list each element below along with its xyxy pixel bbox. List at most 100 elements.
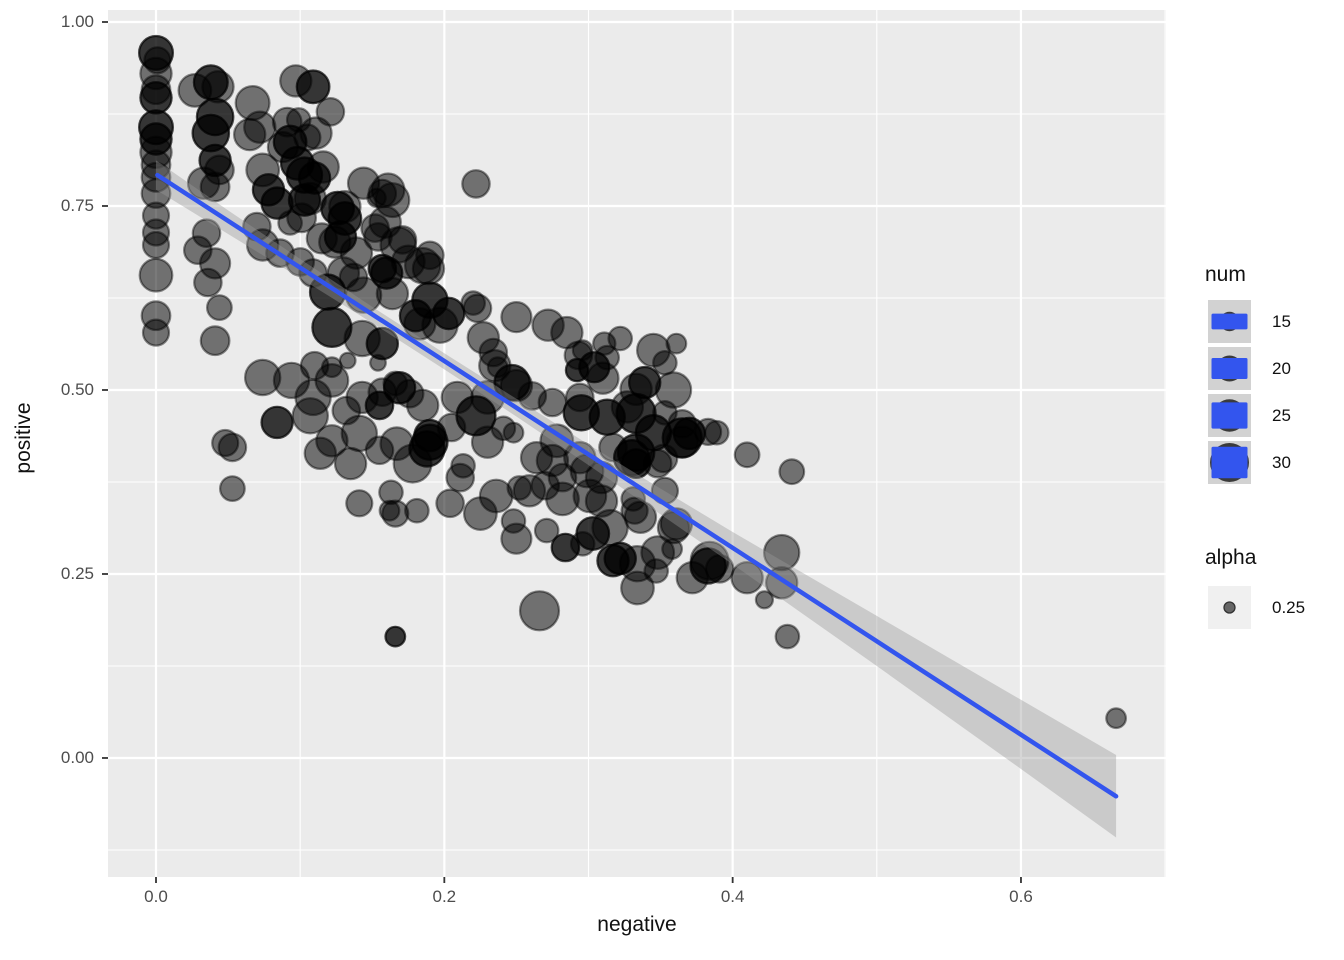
- data-point: [398, 299, 433, 333]
- data-point: [607, 325, 633, 352]
- num-key-glyph-20: [1208, 347, 1251, 390]
- data-point: [774, 623, 801, 650]
- data-point: [381, 499, 410, 528]
- legend-num-key-25: [1208, 394, 1251, 437]
- num-key-glyph-15: [1208, 300, 1251, 343]
- data-point: [369, 353, 387, 372]
- data-point: [463, 496, 498, 531]
- data-point: [733, 441, 761, 469]
- data-point: [613, 439, 651, 477]
- legend-alpha-key: [1208, 586, 1251, 629]
- data-point: [672, 416, 707, 451]
- x-tick-label: 0.2: [432, 887, 457, 906]
- data-point: [665, 332, 688, 355]
- data-point: [384, 625, 407, 648]
- data-point: [375, 276, 410, 311]
- y-tick-label: 0.00: [60, 747, 94, 767]
- data-point: [218, 475, 246, 503]
- data-point: [394, 378, 425, 409]
- data-point: [571, 339, 594, 362]
- x-tick-label: 0.4: [720, 887, 745, 906]
- data-point: [305, 222, 338, 255]
- data-point: [139, 81, 173, 115]
- legend-num-key-15: [1208, 300, 1251, 343]
- data-point: [512, 474, 547, 508]
- num-key-glyph-25: [1208, 394, 1251, 437]
- data-point: [1105, 707, 1127, 730]
- data-point: [450, 452, 476, 479]
- data-point: [537, 387, 568, 418]
- data-point: [754, 590, 775, 610]
- legend-num-key-20: [1208, 347, 1251, 390]
- num-key-glyph-30: [1208, 441, 1251, 484]
- y-axis-title: positive: [12, 402, 35, 474]
- data-point: [689, 547, 727, 585]
- data-point: [141, 318, 171, 347]
- data-point: [478, 349, 512, 383]
- data-point: [730, 561, 764, 595]
- data-point: [575, 516, 611, 551]
- legend-num-key-30: [1208, 441, 1251, 484]
- data-point: [661, 538, 683, 560]
- legend-num-title: num: [1205, 263, 1246, 286]
- data-point: [550, 532, 581, 563]
- y-tick-label: 0.50: [60, 379, 94, 399]
- data-point: [272, 361, 311, 400]
- legend-alpha-label: 0.25: [1272, 598, 1306, 617]
- data-point: [291, 397, 329, 435]
- x-tick-label: 0.6: [1009, 887, 1033, 906]
- scatter-points: [138, 34, 1127, 730]
- data-point: [500, 522, 533, 555]
- data-point: [138, 257, 174, 293]
- data-point: [232, 117, 267, 152]
- legend-num-label-30: 30: [1272, 453, 1291, 472]
- data-point: [408, 430, 446, 468]
- data-point: [564, 382, 595, 413]
- data-point: [623, 500, 658, 534]
- data-point: [518, 590, 561, 632]
- data-point: [643, 558, 669, 584]
- data-point: [306, 150, 340, 184]
- data-point: [502, 421, 525, 444]
- data-point: [217, 432, 248, 463]
- data-point: [333, 446, 368, 481]
- x-axis-title: negative: [597, 913, 677, 936]
- data-point: [411, 251, 446, 286]
- data-point: [295, 69, 331, 105]
- data-point: [141, 230, 171, 260]
- data-point: [345, 489, 374, 518]
- y-tick-label: 0.25: [60, 563, 94, 583]
- data-point: [374, 182, 411, 219]
- data-point: [315, 97, 346, 127]
- data-point: [533, 517, 560, 544]
- data-point: [652, 349, 678, 376]
- data-point: [201, 70, 235, 104]
- data-point: [303, 436, 337, 470]
- data-point: [338, 351, 357, 370]
- data-point: [435, 488, 465, 519]
- legend-num-label-25: 25: [1272, 406, 1291, 425]
- y-tick-label: 0.75: [60, 195, 94, 215]
- data-point: [620, 570, 655, 606]
- regression-line: [155, 172, 1119, 799]
- data-point: [260, 405, 294, 440]
- data-point: [460, 290, 486, 316]
- x-tick-label: 0.0: [144, 887, 168, 906]
- tick-marks: [102, 21, 1022, 883]
- data-point: [594, 344, 620, 371]
- data-point: [205, 294, 233, 322]
- data-point: [193, 267, 223, 298]
- data-point: [328, 189, 362, 224]
- data-point: [293, 123, 322, 152]
- data-point: [277, 210, 303, 236]
- data-point: [545, 481, 580, 517]
- data-point: [500, 301, 533, 334]
- y-tick-label: 1.00: [60, 11, 94, 31]
- legend-num-label-20: 20: [1272, 359, 1291, 378]
- alpha-key-dot-icon: [1208, 586, 1251, 629]
- data-point: [778, 458, 806, 486]
- data-point: [199, 171, 231, 203]
- data-point: [199, 325, 231, 357]
